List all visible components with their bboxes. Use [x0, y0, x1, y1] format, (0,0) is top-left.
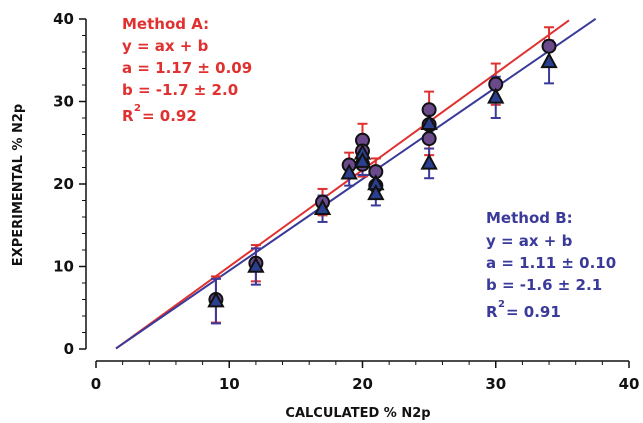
y-tick-label: 40 — [53, 10, 74, 28]
method-a-equation: y = ax + b — [122, 37, 209, 55]
x-tick-label: 0 — [91, 375, 101, 393]
point-method-b — [420, 113, 438, 130]
y-tick-label: 30 — [53, 93, 74, 111]
method-a-r-superscript: 2 — [134, 103, 141, 114]
method-a-r-letter: R — [122, 107, 134, 125]
fit-line-method-a — [115, 19, 570, 350]
point-method-b — [340, 163, 358, 180]
y-tick-label: 20 — [53, 175, 74, 193]
point-method-b — [207, 291, 225, 308]
method-a-r-value: = 0.92 — [142, 107, 197, 125]
method-b-title: Method B: — [486, 209, 573, 227]
point-method-b — [313, 198, 332, 215]
x-tick-label: 30 — [485, 375, 506, 393]
method-a-title: Method A: — [122, 15, 209, 33]
y-axis-title: EXPERIMENTAL % N2p — [11, 104, 26, 266]
point-method-b — [247, 256, 265, 273]
method-b-equation: y = ax + b — [486, 232, 573, 250]
method-a-coef-a: a = 1.17 ± 0.09 — [122, 59, 252, 77]
point-method-a — [421, 131, 437, 147]
x-tick-label: 10 — [219, 375, 240, 393]
method-b-r-letter: R — [486, 303, 498, 321]
annotation-method-b: Method B: y = ax + b a = 1.11 ± 0.10 b =… — [486, 209, 616, 321]
data-points — [207, 26, 558, 325]
point-method-b — [420, 153, 438, 170]
fit-line-method-b — [115, 17, 597, 350]
point-method-b — [540, 51, 558, 69]
point-method-b — [367, 183, 385, 201]
x-tick-label: 40 — [619, 375, 640, 393]
point-method-b — [353, 151, 372, 168]
annotation-method-a: Method A: y = ax + b a = 1.17 ± 0.09 b =… — [122, 15, 252, 125]
fit-lines — [115, 17, 597, 350]
method-b-coef-a: a = 1.11 ± 0.10 — [486, 254, 616, 272]
y-tick-label: 0 — [64, 340, 74, 358]
y-tick-label: 10 — [53, 258, 74, 276]
method-b-r-value: = 0.91 — [506, 303, 561, 321]
point-method-b — [487, 87, 505, 104]
point-method-a — [541, 38, 557, 54]
x-tick-label: 20 — [352, 375, 373, 393]
method-a-coef-b: b = -1.7 ± 2.0 — [122, 81, 238, 99]
axes: 0 10 20 30 40 0 10 20 30 40 — [53, 10, 639, 393]
x-axis-title: CALCULATED % N2p — [285, 406, 430, 421]
method-b-coef-b: b = -1.6 ± 2.1 — [486, 276, 602, 294]
method-b-r-superscript: 2 — [498, 299, 505, 310]
